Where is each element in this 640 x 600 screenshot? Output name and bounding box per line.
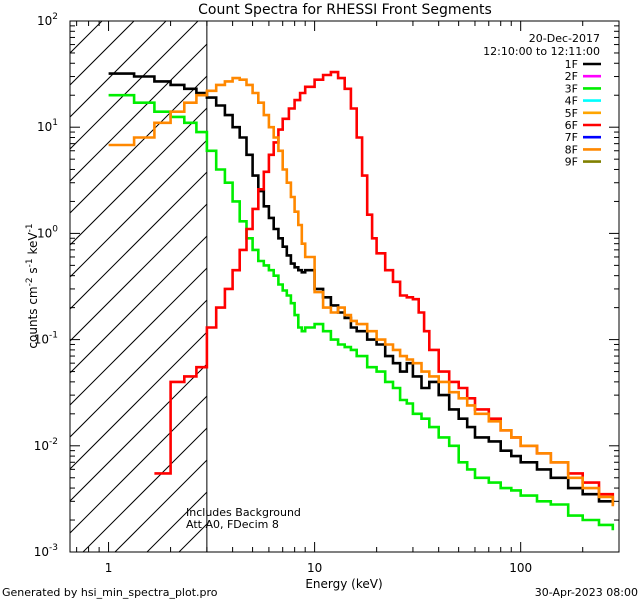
hatch-mask [206, 21, 619, 552]
legend-label-4F: 4F [565, 95, 578, 108]
y-label-part: s [26, 267, 40, 277]
legend-label-1F: 1F [565, 58, 578, 71]
x-tick-label: 10 [307, 561, 322, 575]
y-tick-label: 100 [37, 224, 58, 240]
y-label-part: keV [26, 232, 40, 259]
plot-frame [69, 20, 620, 553]
legend-label-5F: 5F [565, 107, 578, 120]
y-tick-label: 101 [37, 118, 58, 134]
legend-label-8F: 8F [565, 143, 578, 156]
legend-label-9F: 9F [565, 156, 578, 169]
x-axis-label: Energy (keV) [305, 577, 382, 591]
annotation-background: Includes Background [186, 506, 301, 519]
hatch-line [70, 21, 167, 118]
y-label-exp: -1 [25, 258, 35, 267]
y-label-exp: -2 [25, 277, 35, 286]
y-tick-label: 10-1 [34, 331, 58, 347]
series-8F-line [108, 76, 615, 507]
footer-generated: Generated by hsi_min_spectra_plot.pro [2, 586, 218, 599]
series-3F-line [108, 93, 615, 531]
hatch-line [70, 21, 135, 86]
x-tick-label: 1 [105, 561, 113, 575]
y-label-part: counts cm [26, 286, 40, 348]
hatch-line [70, 21, 295, 246]
x-tick-label: 100 [509, 561, 532, 575]
y-tick-label: 10-2 [34, 437, 58, 453]
footer-date: 30-Apr-2023 08:00 [535, 586, 638, 599]
chart-title: Count Spectra for RHESSI Front Segments [198, 2, 492, 18]
series-1F-line [108, 72, 615, 505]
hatched-region [70, 21, 619, 552]
time-range-label: 12:10:00 to 12:11:00 [483, 45, 600, 58]
legend-label-6F: 6F [565, 119, 578, 132]
legend-label-7F: 7F [565, 131, 578, 144]
y-label-exp: -1 [25, 223, 35, 232]
series-group [108, 70, 615, 531]
hatch-line [70, 21, 263, 214]
hatch-line [70, 21, 199, 150]
legend-label-2F: 2F [565, 70, 578, 83]
date-label: 20-Dec-2017 [529, 32, 600, 45]
y-tick-label: 102 [37, 12, 58, 28]
y-axis-label: counts cm-2 s-1 keV-1 [25, 223, 40, 348]
axis-ticks: 1 10 100 10-3 10-2 10-1 100 101 102 [34, 12, 620, 575]
hatch-line [70, 21, 231, 182]
annotation-attenuator: Att A0, FDecim 8 [186, 518, 279, 531]
y-tick-label: 10-3 [34, 543, 58, 559]
legend-label-3F: 3F [565, 82, 578, 95]
